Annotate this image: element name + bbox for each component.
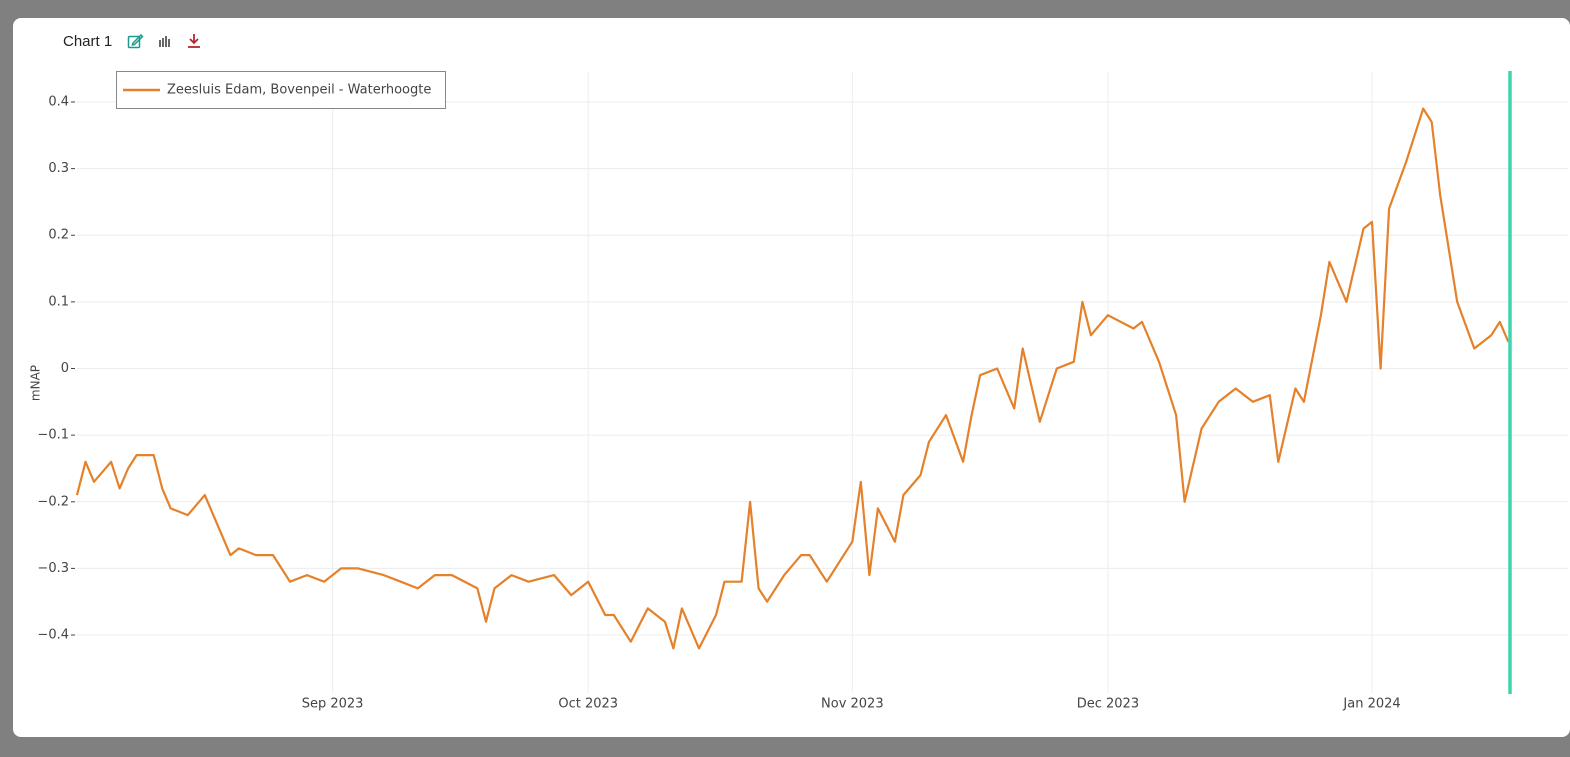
- edit-icon[interactable]: [127, 33, 144, 49]
- y-tick-label: −0.2: [37, 494, 69, 509]
- y-tick-label: −0.1: [37, 428, 69, 443]
- download-icon[interactable]: [188, 34, 200, 48]
- data-line: [75, 107, 1510, 650]
- legend-label: Zeesluis Edam, Bovenpeil - Waterhoogte: [167, 83, 431, 98]
- y-tick-label: 0: [61, 361, 69, 376]
- x-tick-label: Oct 2023: [558, 697, 618, 712]
- plot: −0.4 −0.3 −0.2 −0.1 0 0.1 0.2 0.3 0.4 Sep 2023 Oct…: [37, 72, 1568, 712]
- y-tick-label: −0.3: [37, 561, 69, 576]
- x-tick-label: Dec 2023: [1077, 697, 1139, 712]
- x-tick-label: Sep 2023: [302, 697, 364, 712]
- y-axis-title: mNAP: [29, 365, 43, 401]
- y-tick-label: 0.2: [48, 228, 69, 243]
- y-tick-label: 0.4: [48, 94, 69, 109]
- x-tick-label: Jan 2024: [1342, 697, 1400, 712]
- y-tick-label: 0.3: [48, 161, 69, 176]
- y-tick-label: −0.4: [37, 628, 69, 643]
- legend[interactable]: Zeesluis Edam, Bovenpeil - Waterhoogte: [116, 71, 446, 109]
- card: [13, 18, 1570, 737]
- x-tick-label: Nov 2023: [821, 697, 884, 712]
- chart-type-icon[interactable]: [159, 36, 170, 47]
- chart-title: Chart 1: [63, 33, 112, 50]
- legend-box: [116, 71, 446, 109]
- y-tick-label: 0.1: [48, 294, 69, 309]
